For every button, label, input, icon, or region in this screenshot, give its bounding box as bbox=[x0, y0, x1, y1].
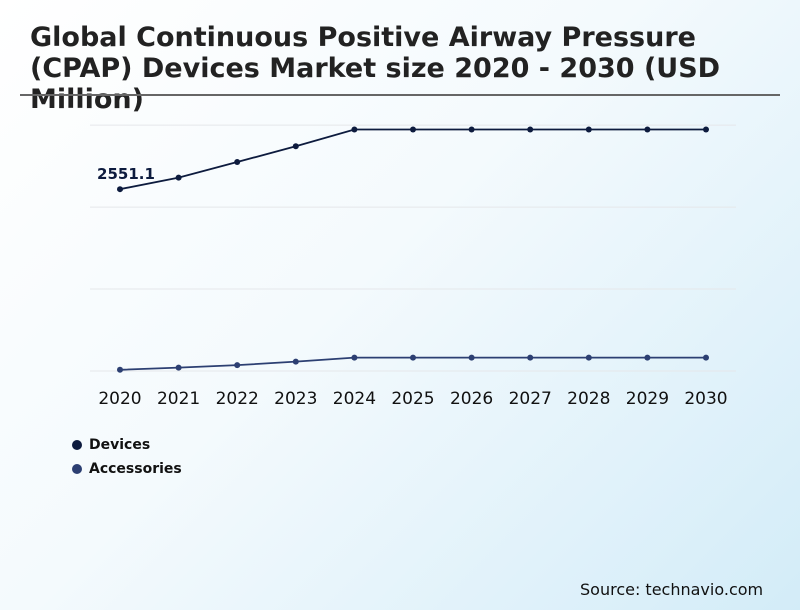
series-line-devices bbox=[119, 128, 706, 191]
x-tick-label-2029: 2029 bbox=[626, 389, 669, 409]
point-devices-2027 bbox=[527, 126, 534, 133]
point-accessories-2020 bbox=[117, 366, 123, 373]
point-accessories-2021 bbox=[175, 364, 182, 371]
legend-item-devices: Devices bbox=[72, 437, 150, 453]
x-tick-label-2026: 2026 bbox=[450, 389, 493, 409]
gridlines bbox=[90, 124, 736, 372]
x-axis-tick-labels: 2020 2021 2022 2023 2024 2025 2026 2027 2028 2029… bbox=[98, 389, 727, 409]
point-devices-2023 bbox=[292, 143, 299, 150]
point-devices-2030 bbox=[703, 126, 709, 133]
series-lines bbox=[119, 128, 706, 371]
x-tick-label-2025: 2025 bbox=[391, 389, 434, 409]
point-devices-2020 bbox=[117, 186, 123, 193]
legend-label-devices: Devices bbox=[89, 437, 151, 453]
x-tick-label-2030: 2030 bbox=[684, 389, 727, 409]
x-tick-label-2021: 2021 bbox=[157, 389, 200, 409]
legend-marker-devices bbox=[72, 440, 82, 450]
point-devices-2024 bbox=[351, 126, 358, 133]
point-devices-2026 bbox=[468, 126, 475, 133]
x-tick-label-2027: 2027 bbox=[509, 389, 552, 409]
point-accessories-2022 bbox=[234, 362, 241, 369]
x-tick-label-2023: 2023 bbox=[274, 389, 317, 409]
point-accessories-2023 bbox=[292, 358, 299, 365]
point-accessories-2025 bbox=[410, 354, 416, 361]
series-points bbox=[117, 126, 709, 373]
point-accessories-2026 bbox=[468, 354, 475, 361]
point-accessories-2029 bbox=[644, 354, 651, 361]
data-labels: 2551.1 bbox=[97, 165, 155, 183]
chart-title: Global Continuous Positive Airway Pressu… bbox=[30, 22, 721, 115]
x-tick-label-2028: 2028 bbox=[567, 389, 610, 409]
title-divider bbox=[20, 94, 780, 96]
legend-item-accessories: Accessories bbox=[72, 461, 182, 477]
point-devices-2029 bbox=[644, 126, 651, 133]
legend-label-accessories: Accessories bbox=[89, 461, 182, 477]
point-accessories-2027 bbox=[527, 354, 534, 361]
point-accessories-2030 bbox=[703, 354, 709, 361]
point-devices-2025 bbox=[410, 126, 416, 133]
x-tick-label-2020: 2020 bbox=[98, 389, 141, 409]
source-credit: Source: technavio.com bbox=[580, 580, 764, 599]
point-devices-2021 bbox=[175, 174, 182, 181]
x-tick-label-2022: 2022 bbox=[216, 389, 259, 409]
data-label-0: 2551.1 bbox=[97, 165, 155, 183]
point-devices-2022 bbox=[234, 159, 241, 166]
point-accessories-2028 bbox=[585, 354, 592, 361]
point-accessories-2024 bbox=[351, 354, 358, 361]
point-devices-2028 bbox=[585, 126, 592, 133]
x-tick-label-2024: 2024 bbox=[333, 389, 376, 409]
legend-marker-accessories bbox=[72, 464, 82, 474]
